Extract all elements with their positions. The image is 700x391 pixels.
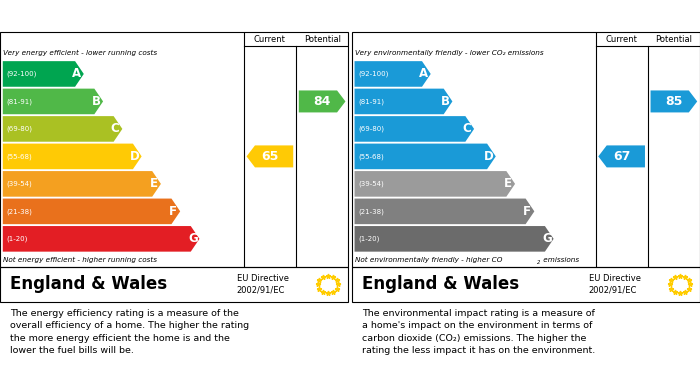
Text: G: G [542, 232, 552, 245]
Polygon shape [354, 199, 534, 224]
Polygon shape [3, 143, 141, 169]
Text: England & Wales: England & Wales [362, 275, 519, 293]
Text: E: E [503, 178, 512, 190]
Polygon shape [650, 90, 697, 113]
Polygon shape [299, 90, 346, 113]
Text: 2: 2 [559, 16, 565, 25]
Text: (55-68): (55-68) [358, 153, 384, 160]
Text: 2: 2 [537, 260, 540, 265]
Text: D: D [484, 150, 494, 163]
Polygon shape [354, 116, 474, 142]
Text: 65: 65 [261, 150, 279, 163]
Text: (1-20): (1-20) [358, 236, 379, 242]
Text: Potential: Potential [304, 34, 341, 44]
Polygon shape [246, 145, 293, 167]
Text: Not environmentally friendly - higher CO: Not environmentally friendly - higher CO [354, 256, 502, 263]
Polygon shape [3, 226, 200, 252]
Text: C: C [111, 122, 120, 135]
Polygon shape [354, 89, 452, 114]
Text: The environmental impact rating is a measure of
a home's impact on the environme: The environmental impact rating is a mea… [362, 309, 596, 355]
Text: England & Wales: England & Wales [10, 275, 167, 293]
Text: (81-91): (81-91) [358, 98, 384, 105]
Text: (39-54): (39-54) [6, 181, 32, 187]
Text: D: D [130, 150, 140, 163]
Text: A: A [419, 68, 428, 81]
Text: B: B [441, 95, 450, 108]
Text: F: F [523, 205, 531, 218]
Text: Current: Current [606, 34, 638, 44]
Text: B: B [92, 95, 101, 108]
Text: E: E [149, 178, 158, 190]
Text: (55-68): (55-68) [6, 153, 32, 160]
Text: Current: Current [254, 34, 286, 44]
Polygon shape [354, 226, 554, 252]
Text: The energy efficiency rating is a measure of the
overall efficiency of a home. T: The energy efficiency rating is a measur… [10, 309, 250, 355]
Text: (69-80): (69-80) [6, 126, 32, 132]
Text: (81-91): (81-91) [6, 98, 32, 105]
Text: (92-100): (92-100) [358, 71, 388, 77]
Polygon shape [354, 61, 430, 87]
Text: (1-20): (1-20) [6, 236, 27, 242]
Text: ) Rating: ) Rating [565, 9, 624, 23]
Text: C: C [463, 122, 471, 135]
Text: Very energy efficient - lower running costs: Very energy efficient - lower running co… [3, 50, 157, 56]
Text: (21-38): (21-38) [6, 208, 32, 215]
Text: F: F [169, 205, 176, 218]
Polygon shape [354, 171, 515, 197]
Text: EU Directive
2002/91/EC: EU Directive 2002/91/EC [589, 274, 640, 295]
Text: Potential: Potential [655, 34, 692, 44]
Polygon shape [354, 143, 496, 169]
Polygon shape [3, 89, 103, 114]
Text: (21-38): (21-38) [358, 208, 384, 215]
Text: Environmental Impact (CO: Environmental Impact (CO [362, 9, 559, 23]
Text: A: A [72, 68, 81, 81]
Text: (39-54): (39-54) [358, 181, 384, 187]
Polygon shape [3, 116, 122, 142]
Text: 67: 67 [613, 150, 630, 163]
Text: Energy Efficiency Rating: Energy Efficiency Rating [10, 9, 194, 23]
Text: 84: 84 [314, 95, 331, 108]
Polygon shape [3, 61, 84, 87]
Text: (69-80): (69-80) [358, 126, 384, 132]
Polygon shape [3, 199, 180, 224]
Text: Very environmentally friendly - lower CO₂ emissions: Very environmentally friendly - lower CO… [354, 50, 543, 56]
Polygon shape [3, 171, 161, 197]
Text: 85: 85 [665, 95, 682, 108]
Polygon shape [598, 145, 645, 167]
Text: (92-100): (92-100) [6, 71, 36, 77]
Text: EU Directive
2002/91/EC: EU Directive 2002/91/EC [237, 274, 289, 295]
Text: Not energy efficient - higher running costs: Not energy efficient - higher running co… [3, 256, 157, 263]
Text: emissions: emissions [541, 256, 579, 263]
Text: G: G [188, 232, 197, 245]
